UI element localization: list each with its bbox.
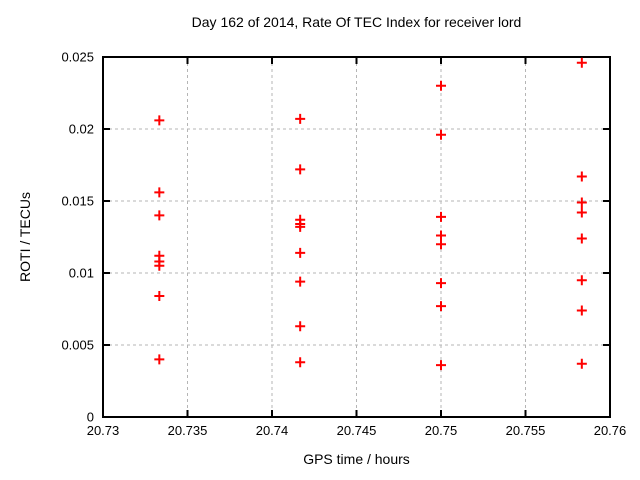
data-point-marker — [436, 278, 446, 289]
x-tick-label: 20.735 — [168, 423, 208, 438]
data-point-marker — [295, 357, 306, 368]
data-point-marker — [154, 210, 165, 221]
data-point-marker — [295, 321, 306, 332]
data-point-marker — [576, 305, 587, 316]
y-tick-label: 0 — [87, 410, 94, 425]
data-point-marker — [295, 247, 306, 258]
data-point-marker — [154, 187, 165, 198]
data-point-marker — [295, 276, 306, 287]
data-point-marker — [154, 115, 165, 126]
data-point-marker — [295, 221, 306, 232]
data-point-marker — [436, 239, 446, 250]
x-axis-label: GPS time / hours — [303, 451, 410, 467]
data-point-marker — [576, 197, 587, 208]
data-point-marker — [154, 291, 165, 302]
data-point-marker — [154, 260, 165, 271]
data-point-marker — [436, 360, 446, 371]
x-tick-label: 20.73 — [87, 423, 120, 438]
data-point-marker — [295, 164, 306, 175]
data-point-marker — [436, 230, 446, 241]
data-point-marker — [154, 354, 165, 365]
y-tick-label: 0.02 — [69, 122, 94, 137]
data-point-marker — [576, 233, 587, 244]
chart-title: Day 162 of 2014, Rate Of TEC Index for r… — [191, 14, 522, 30]
y-tick-label: 0.01 — [69, 266, 94, 281]
x-tick-label: 20.75 — [425, 423, 458, 438]
data-point-marker — [576, 57, 587, 68]
data-point-marker — [576, 207, 587, 218]
y-tick-label: 0.025 — [61, 50, 94, 65]
x-tick-label: 20.76 — [594, 423, 627, 438]
data-point-marker — [576, 358, 587, 369]
data-point-marker — [436, 129, 446, 140]
y-axis-label: ROTI / TECUs — [17, 192, 33, 282]
data-point-marker — [295, 113, 306, 124]
data-point-marker — [436, 80, 446, 91]
data-point-marker — [576, 275, 587, 286]
x-tick-label: 20.745 — [337, 423, 377, 438]
x-tick-label: 20.74 — [256, 423, 289, 438]
y-tick-label: 0.005 — [61, 338, 94, 353]
data-point-marker — [436, 211, 446, 222]
x-tick-label: 20.755 — [506, 423, 546, 438]
y-tick-label: 0.015 — [61, 194, 94, 209]
data-point-marker — [436, 301, 446, 312]
data-point-marker — [576, 171, 587, 182]
